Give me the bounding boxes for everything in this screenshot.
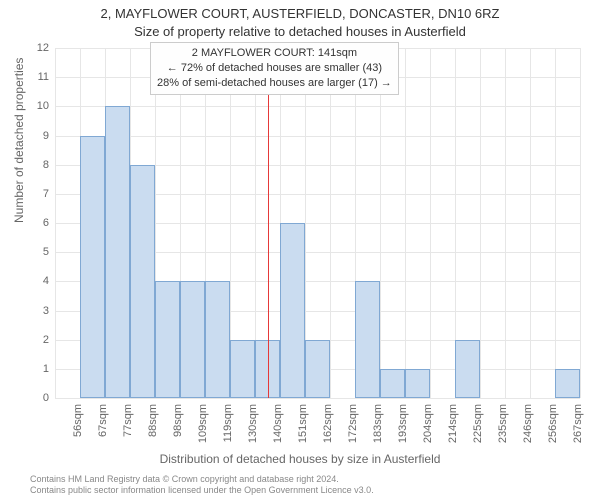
y-tick-label: 8 xyxy=(43,159,49,171)
plot-area: 012345678910111256sqm67sqm77sqm88sqm98sq… xyxy=(55,48,580,398)
histogram-bar xyxy=(455,340,480,398)
y-tick-label: 5 xyxy=(43,246,49,258)
x-tick-label: 204sqm xyxy=(422,404,434,443)
histogram-bar xyxy=(130,165,155,398)
chart-title-sub: Size of property relative to detached ho… xyxy=(0,24,600,39)
x-tick-label: 162sqm xyxy=(322,404,334,443)
histogram-bar xyxy=(180,281,205,398)
gridline-v xyxy=(380,48,381,398)
credit-text: Contains HM Land Registry data © Crown c… xyxy=(30,474,374,497)
credit-line-1: Contains HM Land Registry data © Crown c… xyxy=(30,474,374,485)
y-tick-label: 4 xyxy=(43,275,49,287)
x-tick-label: 130sqm xyxy=(247,404,259,443)
gridline-v xyxy=(55,48,56,398)
histogram-bar xyxy=(380,369,405,398)
gridline-h xyxy=(55,136,580,137)
tooltip-box: 2 MAYFLOWER COURT: 141sqm← 72% of detach… xyxy=(150,42,399,95)
x-tick-label: 151sqm xyxy=(297,404,309,443)
y-tick-label: 0 xyxy=(43,392,49,404)
gridline-v xyxy=(555,48,556,398)
histogram-bar xyxy=(205,281,230,398)
y-tick-label: 11 xyxy=(38,71,49,83)
histogram-bar xyxy=(555,369,580,398)
tooltip-line-2: ← 72% of detached houses are smaller (43… xyxy=(157,61,392,76)
x-tick-label: 88sqm xyxy=(147,404,159,437)
credit-line-2: Contains public sector information licen… xyxy=(30,485,374,496)
gridline-v xyxy=(580,48,581,398)
histogram-bar xyxy=(280,223,305,398)
x-tick-label: 140sqm xyxy=(272,404,284,443)
y-tick-label: 7 xyxy=(43,188,49,200)
x-tick-label: 267sqm xyxy=(572,404,584,443)
histogram-bar xyxy=(355,281,380,398)
x-tick-label: 77sqm xyxy=(122,404,134,437)
gridline-h xyxy=(55,398,580,399)
histogram-bar xyxy=(405,369,430,398)
histogram-bar xyxy=(305,340,330,398)
gridline-v xyxy=(430,48,431,398)
x-tick-label: 193sqm xyxy=(397,404,409,443)
x-axis-label: Distribution of detached houses by size … xyxy=(0,452,600,466)
y-tick-label: 9 xyxy=(43,130,49,142)
chart-container: { "title_main": "2, MAYFLOWER COURT, AUS… xyxy=(0,0,600,500)
tooltip-line-3: 28% of semi-detached houses are larger (… xyxy=(157,76,392,91)
x-tick-label: 67sqm xyxy=(97,404,109,437)
x-tick-label: 119sqm xyxy=(222,404,234,442)
gridline-v xyxy=(480,48,481,398)
x-tick-label: 172sqm xyxy=(347,404,359,443)
y-tick-label: 3 xyxy=(43,305,49,317)
chart-title-main: 2, MAYFLOWER COURT, AUSTERFIELD, DONCAST… xyxy=(0,6,600,21)
x-tick-label: 256sqm xyxy=(547,404,559,443)
histogram-bar xyxy=(80,136,105,399)
x-tick-label: 225sqm xyxy=(472,404,484,443)
gridline-v xyxy=(405,48,406,398)
gridline-v xyxy=(505,48,506,398)
x-tick-label: 109sqm xyxy=(197,404,209,443)
y-tick-label: 12 xyxy=(37,42,49,54)
x-tick-label: 98sqm xyxy=(172,404,184,437)
x-tick-label: 246sqm xyxy=(522,404,534,443)
y-tick-label: 2 xyxy=(43,334,49,346)
gridline-h xyxy=(55,106,580,107)
x-tick-label: 56sqm xyxy=(72,404,84,437)
reference-line xyxy=(268,48,269,398)
x-tick-label: 183sqm xyxy=(372,404,384,443)
y-axis-label: Number of detached properties xyxy=(12,58,26,223)
gridline-v xyxy=(530,48,531,398)
histogram-bar xyxy=(230,340,255,398)
histogram-bar xyxy=(155,281,180,398)
y-tick-label: 6 xyxy=(43,217,49,229)
x-tick-label: 235sqm xyxy=(497,404,509,443)
histogram-bar xyxy=(105,106,130,398)
gridline-v xyxy=(330,48,331,398)
tooltip-line-1: 2 MAYFLOWER COURT: 141sqm xyxy=(157,46,392,61)
x-tick-label: 214sqm xyxy=(447,404,459,443)
y-tick-label: 1 xyxy=(43,363,49,375)
y-tick-label: 10 xyxy=(37,100,49,112)
